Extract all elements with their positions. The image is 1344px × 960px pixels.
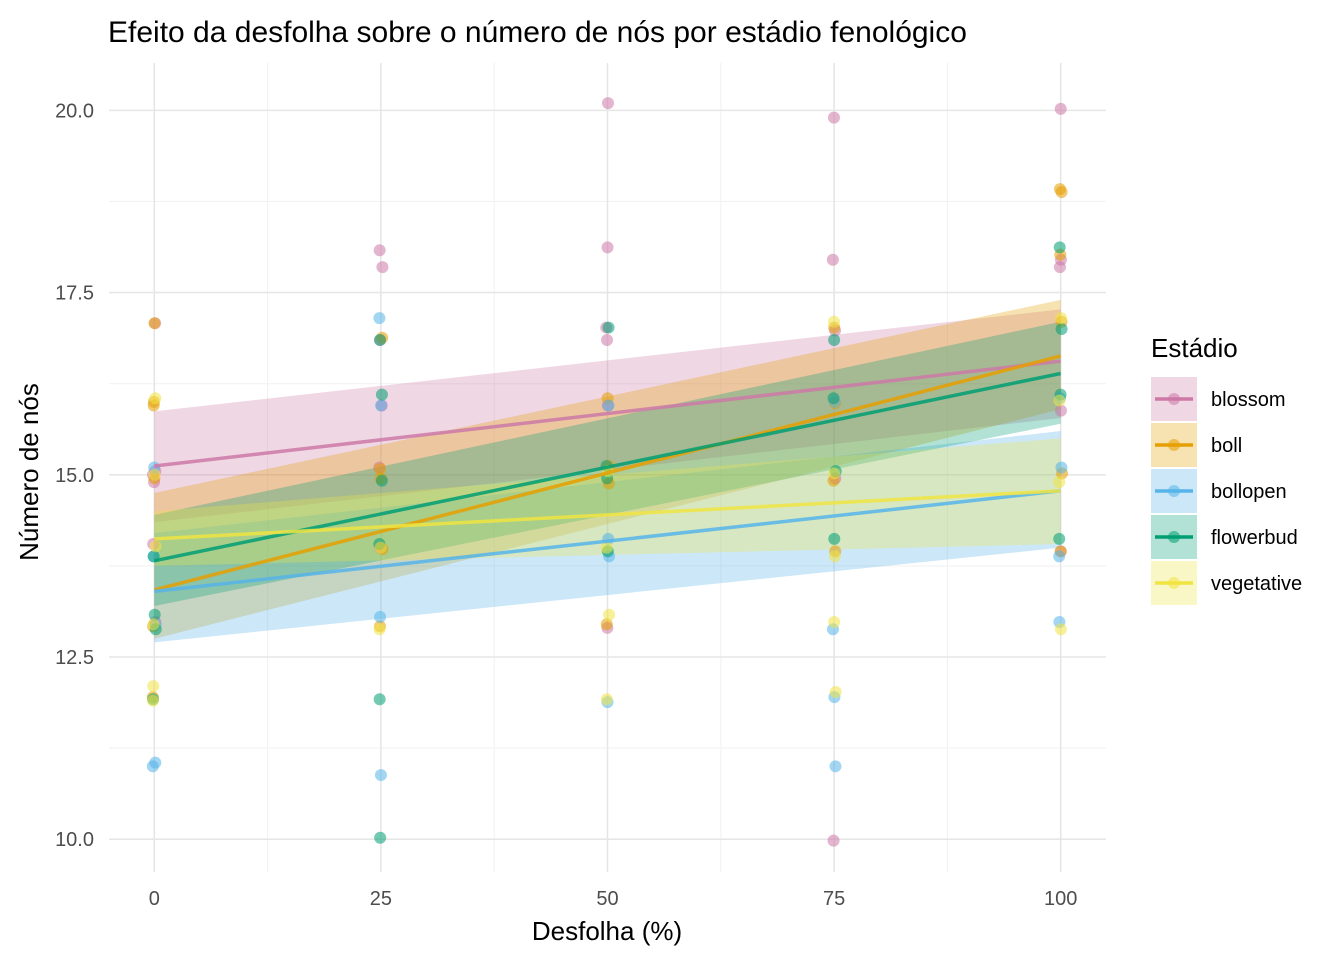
point-flowerbud	[827, 392, 840, 405]
point-bollopen	[829, 760, 842, 773]
point-bollopen	[1055, 461, 1068, 474]
point-vegetative	[373, 623, 386, 636]
point-blossom	[1054, 102, 1067, 115]
point-vegetative	[149, 540, 162, 553]
point-bollopen	[374, 610, 387, 623]
point-boll	[373, 462, 386, 475]
point-vegetative	[1053, 476, 1066, 489]
chart-title: Efeito da desfolha sobre o número de nós…	[108, 16, 967, 49]
point-blossom	[601, 241, 614, 254]
point-flowerbud	[374, 831, 387, 844]
point-vegetative	[146, 694, 159, 707]
legend-item-vegetative: vegetative	[1151, 561, 1302, 605]
legend-label: vegetative	[1211, 573, 1302, 595]
fit-line-bollopen	[154, 489, 1061, 594]
point-vegetative	[148, 468, 161, 481]
legend-key-point	[1168, 577, 1180, 589]
point-vegetative	[600, 541, 613, 554]
fit-line-vegetative	[154, 489, 1061, 541]
point-flowerbud	[373, 693, 386, 706]
y-axis-ticks: 10.0 12.5 15.0 17.5 20.0	[55, 100, 94, 851]
x-tick-label: 100	[1044, 888, 1077, 910]
legend-label: boll	[1211, 435, 1242, 457]
point-vegetative	[1055, 312, 1068, 325]
point-bollopen	[149, 756, 162, 769]
x-tick-label: 25	[370, 888, 392, 910]
point-blossom	[601, 97, 614, 110]
regression-lines	[153, 354, 1062, 594]
data-points	[146, 97, 1069, 847]
point-vegetative	[147, 680, 160, 693]
x-tick-label: 50	[596, 888, 618, 910]
y-tick-label: 17.5	[55, 283, 94, 305]
legend-label: bollopen	[1211, 481, 1287, 503]
point-blossom	[1054, 404, 1067, 417]
point-flowerbud	[1055, 323, 1068, 336]
point-flowerbud	[602, 321, 615, 334]
point-vegetative	[1053, 394, 1066, 407]
point-bollopen	[1053, 550, 1066, 563]
legend-title: Estádio	[1151, 333, 1238, 363]
legend-item-blossom: blossom	[1151, 377, 1285, 421]
legend-key-point	[1168, 439, 1180, 451]
point-vegetative	[828, 467, 841, 480]
point-vegetative	[829, 685, 842, 698]
point-vegetative	[603, 608, 616, 621]
point-vegetative	[828, 315, 841, 328]
x-tick-label: 75	[823, 888, 845, 910]
fit-line-blossom	[154, 359, 1061, 468]
point-flowerbud	[373, 333, 386, 346]
point-blossom	[826, 253, 839, 266]
point-flowerbud	[375, 388, 388, 401]
y-axis-title: Número de nós	[14, 383, 44, 561]
y-tick-label: 20.0	[55, 100, 94, 122]
x-tick-label: 0	[149, 888, 160, 910]
point-vegetative	[600, 693, 613, 706]
point-vegetative	[828, 616, 841, 629]
point-boll	[148, 317, 161, 330]
point-bollopen	[602, 399, 615, 412]
legend-label: blossom	[1211, 389, 1285, 411]
point-flowerbud	[148, 608, 161, 621]
point-vegetative	[374, 541, 387, 554]
legend-item-bollopen: bollopen	[1151, 469, 1287, 513]
point-flowerbud	[375, 474, 388, 487]
point-vegetative	[149, 392, 162, 405]
point-vegetative	[828, 550, 841, 563]
legend-item-boll: boll	[1151, 423, 1242, 467]
point-blossom	[827, 834, 840, 847]
point-blossom	[373, 244, 386, 257]
y-tick-label: 10.0	[55, 829, 94, 851]
legend-key-point	[1168, 531, 1180, 543]
y-tick-label: 15.0	[55, 465, 94, 487]
point-blossom	[827, 111, 840, 124]
point-boll	[1055, 186, 1068, 199]
y-tick-label: 12.5	[55, 647, 94, 669]
point-boll	[600, 618, 613, 631]
point-blossom	[1053, 261, 1066, 274]
point-flowerbud	[828, 333, 841, 346]
legend-label: flowerbud	[1211, 527, 1298, 549]
point-bollopen	[374, 769, 387, 782]
legend-key-point	[1168, 485, 1180, 497]
legend-item-flowerbud: flowerbud	[1151, 515, 1298, 559]
point-vegetative	[147, 618, 160, 631]
point-blossom	[376, 261, 389, 274]
legend-key-point	[1168, 393, 1180, 405]
point-bollopen	[375, 399, 388, 412]
x-axis-title: Desfolha (%)	[532, 916, 682, 946]
point-blossom	[601, 333, 614, 346]
point-flowerbud	[1053, 532, 1066, 545]
point-bollopen	[373, 312, 386, 325]
point-flowerbud	[1053, 241, 1066, 254]
legend: Estádio blossom boll bollopen flowerbud vege…	[1151, 333, 1302, 605]
point-flowerbud	[828, 532, 841, 545]
fit-line-boll	[153, 354, 1062, 592]
point-vegetative	[1054, 623, 1067, 636]
x-axis-ticks: 0 25 50 75 100	[149, 888, 1078, 910]
